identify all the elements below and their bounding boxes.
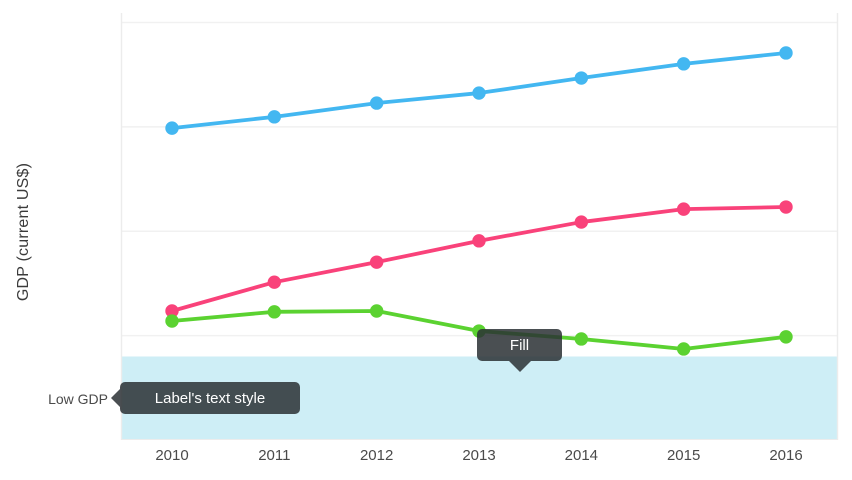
data-point-green-2012[interactable] <box>369 304 384 318</box>
data-point-blue-2011[interactable] <box>267 110 282 124</box>
data-point-green-2010[interactable] <box>165 314 179 328</box>
data-point-blue-2012[interactable] <box>369 96 384 110</box>
x-axis-label-2015: 2015 <box>666 447 701 464</box>
data-point-green-2015[interactable] <box>676 342 691 356</box>
data-point-pink-2015[interactable] <box>676 202 691 216</box>
label-style-annotation-tooltip: Label's text style <box>111 382 300 414</box>
y-axis-title: GDP (current US$) <box>15 162 32 302</box>
x-axis-label-2014: 2014 <box>564 447 599 464</box>
data-point-green-2011[interactable] <box>267 305 282 319</box>
data-point-pink-2010[interactable] <box>165 304 179 318</box>
data-point-green-2016[interactable] <box>779 330 793 344</box>
data-point-pink-2011[interactable] <box>267 275 282 289</box>
data-point-pink-2012[interactable] <box>369 255 384 269</box>
fill-tooltip-text: Fill <box>509 336 530 354</box>
x-axis-label-2010: 2010 <box>155 447 189 464</box>
tooltip-arrow-left-icon <box>111 389 120 407</box>
x-axis-label-2012: 2012 <box>359 447 394 464</box>
tooltip-arrow-down-icon <box>508 361 531 372</box>
data-point-blue-2016[interactable] <box>779 46 793 60</box>
data-point-pink-2014[interactable] <box>574 215 589 229</box>
low-gdp-band-label: Low GDP <box>48 391 108 407</box>
data-point-green-2014[interactable] <box>574 332 589 346</box>
x-axis-label-2016: 2016 <box>769 447 803 464</box>
data-point-blue-2013[interactable] <box>472 86 486 100</box>
data-point-blue-2015[interactable] <box>676 57 691 71</box>
data-point-blue-2010[interactable] <box>165 121 179 135</box>
data-point-pink-2016[interactable] <box>779 200 793 214</box>
x-axis-label-2011: 2011 <box>258 447 291 464</box>
data-point-pink-2013[interactable] <box>472 234 486 248</box>
data-point-blue-2014[interactable] <box>574 71 589 85</box>
series-line-pink <box>170 205 788 313</box>
fill-annotation-tooltip: Fill <box>477 329 562 372</box>
label-style-tooltip-text: Label's text style <box>154 389 266 407</box>
x-axis-label-2013: 2013 <box>462 447 496 464</box>
